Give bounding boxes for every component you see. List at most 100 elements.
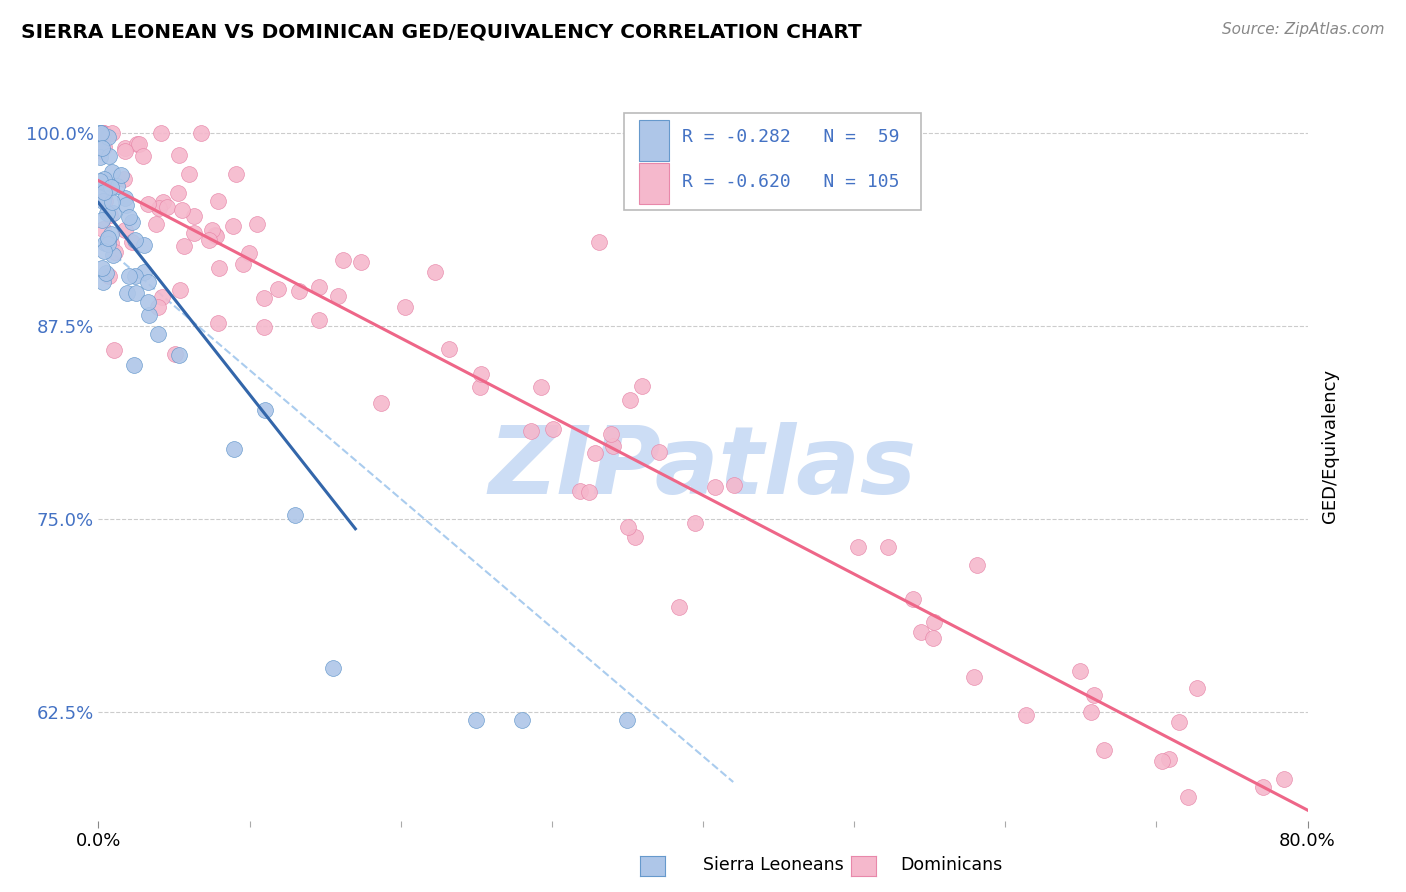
Point	[89, 174, 111, 188]
Point	[183, 226, 205, 240]
Point	[201, 223, 224, 237]
Point	[910, 625, 932, 640]
Point	[1092, 743, 1115, 757]
Point	[901, 591, 924, 606]
Point	[1251, 780, 1274, 795]
Point	[1185, 681, 1208, 695]
Point	[91, 194, 114, 209]
Point	[683, 516, 706, 530]
Point	[183, 209, 205, 223]
Point	[100, 235, 122, 250]
Point	[963, 670, 986, 684]
Point	[332, 252, 354, 267]
Point	[114, 223, 136, 237]
Point	[90, 142, 112, 156]
Point	[190, 126, 212, 140]
Point	[288, 284, 311, 298]
FancyBboxPatch shape	[638, 120, 669, 161]
Point	[124, 233, 146, 247]
Point	[207, 316, 229, 330]
Point	[150, 290, 173, 304]
Point	[222, 219, 245, 233]
Point	[134, 265, 156, 279]
Point	[588, 235, 610, 249]
Point	[165, 347, 187, 361]
Point	[602, 439, 624, 453]
Point	[98, 269, 121, 284]
Point	[100, 126, 122, 140]
Point	[93, 185, 115, 199]
Point	[91, 126, 114, 140]
Point	[630, 378, 652, 392]
Point	[224, 442, 246, 456]
Point	[569, 484, 592, 499]
Point	[94, 266, 117, 280]
Point	[93, 244, 115, 258]
Point	[124, 286, 146, 301]
Point	[94, 194, 117, 209]
Point	[1272, 772, 1295, 786]
Point	[204, 227, 226, 242]
Point	[101, 195, 124, 210]
Point	[922, 631, 945, 645]
Point	[1015, 707, 1038, 722]
Point	[103, 343, 125, 357]
Text: SIERRA LEONEAN VS DOMINICAN GED/EQUIVALENCY CORRELATION CHART: SIERRA LEONEAN VS DOMINICAN GED/EQUIVALE…	[21, 22, 862, 41]
Point	[97, 232, 120, 246]
Point	[90, 126, 112, 140]
Point	[322, 661, 344, 675]
Point	[510, 713, 533, 727]
Point	[167, 186, 190, 200]
Point	[98, 208, 121, 222]
Point	[94, 236, 117, 251]
Point	[89, 140, 111, 154]
Point	[520, 425, 543, 439]
Point	[529, 379, 551, 393]
Point	[98, 148, 121, 162]
Point	[1157, 751, 1180, 765]
FancyBboxPatch shape	[638, 162, 669, 204]
Point	[846, 540, 869, 554]
Point	[148, 201, 170, 215]
Point	[93, 126, 115, 140]
Point	[465, 713, 488, 727]
Point	[197, 233, 219, 247]
Text: R = -0.282   N =  59: R = -0.282 N = 59	[682, 128, 900, 146]
Point	[619, 393, 641, 408]
Point	[179, 167, 201, 181]
Point	[578, 485, 600, 500]
Point	[208, 260, 231, 275]
Point	[97, 129, 120, 144]
Point	[470, 367, 492, 381]
Point	[370, 395, 392, 409]
Point	[922, 615, 945, 629]
Point	[583, 446, 606, 460]
Point	[205, 228, 228, 243]
Point	[284, 508, 307, 522]
Point	[156, 200, 179, 214]
Point	[94, 186, 117, 201]
Point	[89, 191, 111, 205]
Y-axis label: GED/Equivalency: GED/Equivalency	[1322, 369, 1340, 523]
Point	[152, 194, 174, 209]
Point	[89, 126, 111, 140]
Point	[232, 257, 254, 271]
Point	[118, 211, 141, 225]
Point	[616, 713, 638, 727]
Point	[167, 348, 190, 362]
Point	[877, 540, 900, 554]
Point	[100, 227, 122, 241]
Point	[1177, 790, 1199, 805]
Point	[647, 445, 669, 459]
Point	[328, 289, 350, 303]
Point	[138, 196, 160, 211]
Point	[253, 291, 276, 305]
Point	[146, 300, 169, 314]
Point	[149, 126, 172, 140]
Text: ZIPatlas: ZIPatlas	[489, 423, 917, 515]
Text: Dominicans: Dominicans	[900, 856, 1002, 874]
Point	[308, 312, 330, 326]
Point	[138, 308, 160, 322]
Point	[267, 282, 290, 296]
Point	[118, 269, 141, 284]
